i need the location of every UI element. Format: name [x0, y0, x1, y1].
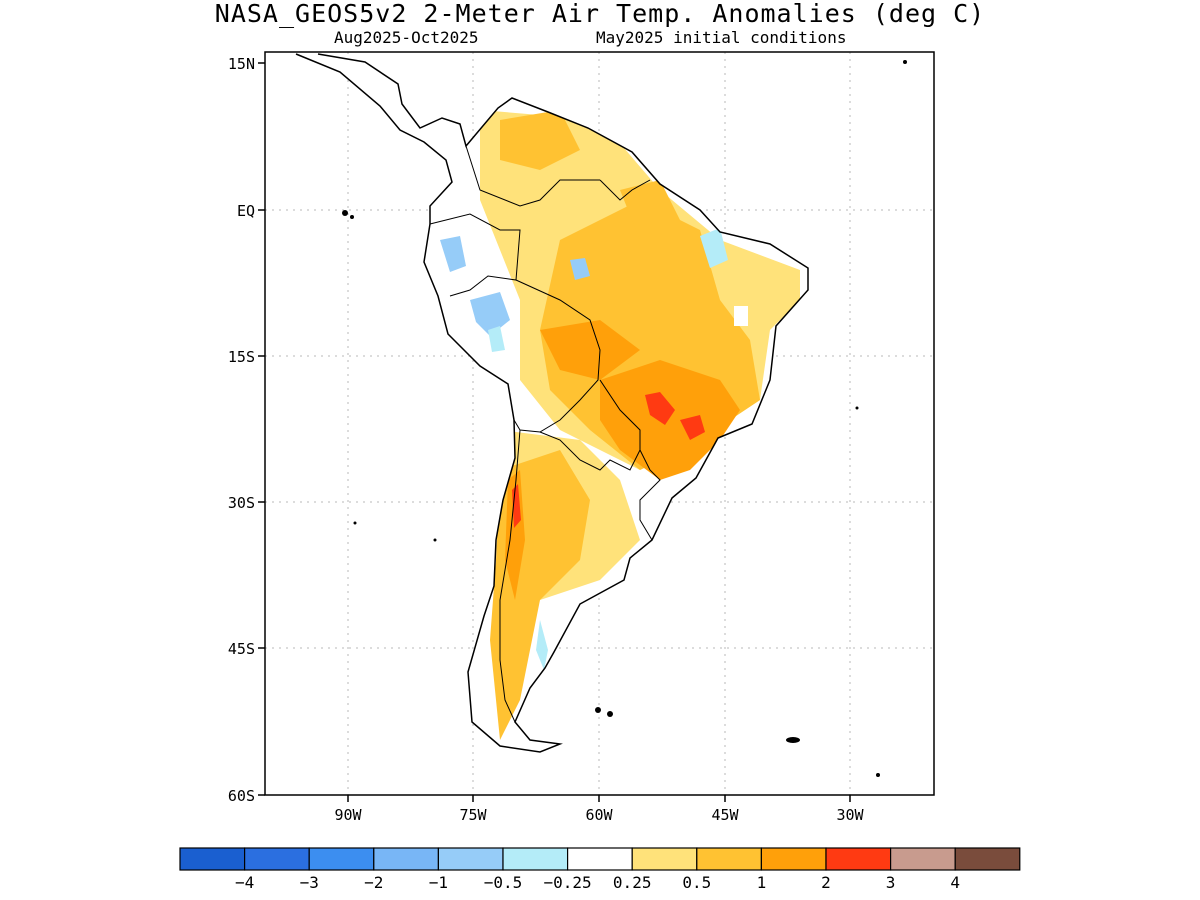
lon-label-45w: 45W	[711, 806, 739, 824]
colorbar-swatch	[437, 847, 504, 871]
colorbar-swatch	[889, 847, 956, 871]
colorbar-label: 2	[821, 873, 831, 892]
anomaly-blue-ecuador	[440, 236, 466, 272]
colorbar-swatch	[760, 847, 827, 871]
axis-ticks	[258, 62, 851, 802]
lon-label-90w: 90W	[334, 806, 362, 824]
colorbar-swatch	[954, 847, 1021, 871]
colorbar-label: 4	[950, 873, 960, 892]
colorbar-label: 3	[886, 873, 896, 892]
map-title: NASA_GEOS5v2 2-Meter Air Temp. Anomalies…	[214, 0, 986, 28]
lat-label-60s: 60S	[228, 787, 255, 805]
colorbar-swatch	[308, 847, 375, 871]
lat-label-45s: 45S	[228, 640, 255, 658]
colorbar-label: 1	[757, 873, 767, 892]
colorbar-label: 0.25	[613, 873, 652, 892]
initial-conditions: May2025 initial conditions	[596, 28, 847, 47]
anomaly-orange	[600, 360, 740, 480]
colorbar-label: −3	[300, 873, 319, 892]
islands	[342, 60, 907, 777]
lat-label-15n: 15N	[228, 55, 255, 73]
lon-label-30w: 30W	[836, 806, 864, 824]
colorbar-swatch	[502, 847, 569, 871]
colorbar-label: −2	[364, 873, 383, 892]
colorbar-label: 0.5	[682, 873, 711, 892]
anomaly-field	[296, 54, 808, 752]
colorbar-label: −4	[235, 873, 254, 892]
lon-label-60w: 60W	[585, 806, 613, 824]
colorbar-label: −0.25	[544, 873, 592, 892]
lat-label-15s: 15S	[228, 348, 255, 366]
colorbar-swatch	[373, 847, 439, 871]
colorbar-swatch	[179, 847, 246, 871]
colorbar-swatch	[566, 847, 633, 871]
lat-label-30s: 30S	[228, 494, 255, 512]
anomaly-hotspot-red	[645, 392, 675, 425]
country-borders	[429, 145, 661, 723]
coastline	[295, 53, 809, 753]
colorbar-swatch	[244, 847, 310, 871]
forecast-period: Aug2025-Oct2025	[334, 28, 479, 47]
colorbar-swatch	[825, 847, 892, 871]
lon-label-75w: 75W	[459, 806, 487, 824]
colorbar-swatch	[696, 847, 762, 871]
colorbar-label: −1	[429, 873, 448, 892]
colorbar-label: −0.5	[484, 873, 523, 892]
colorbar: −4 −3 −2 −1 −0.5 −0.25 0.25 0.5 1 2 3 4	[179, 847, 1021, 892]
lat-label-eq: EQ	[237, 202, 255, 220]
colorbar-swatch	[631, 847, 698, 871]
